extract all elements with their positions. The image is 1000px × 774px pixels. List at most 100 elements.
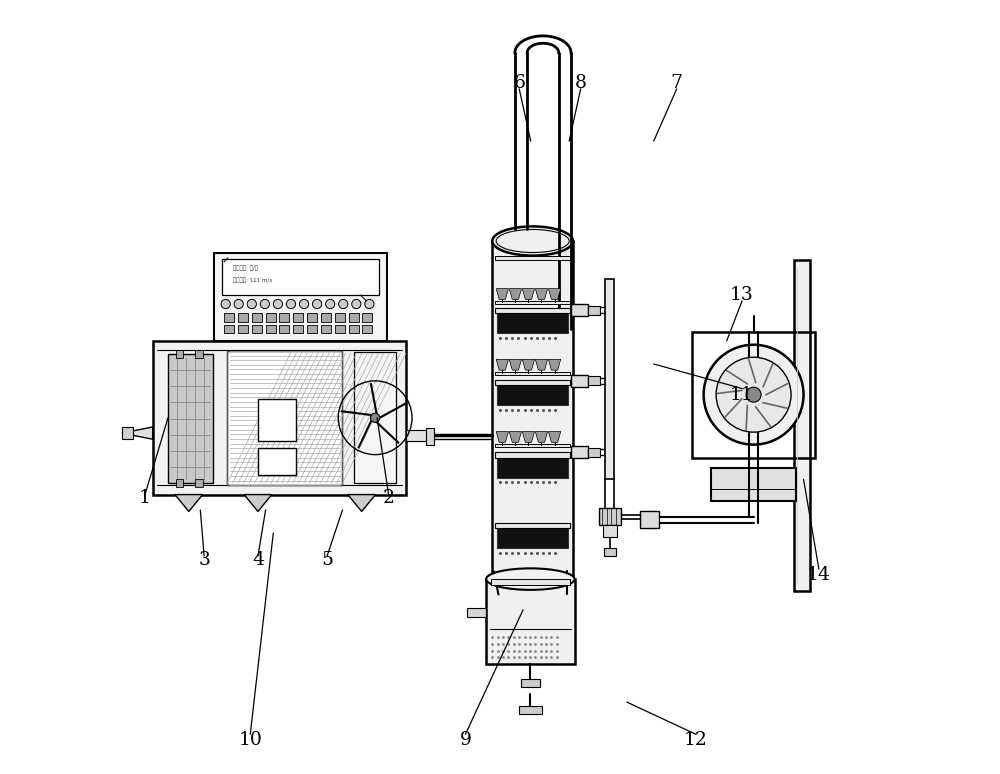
Circle shape — [716, 358, 791, 432]
Circle shape — [299, 300, 309, 309]
Bar — [495, 523, 570, 529]
Text: 气液流速: 111 m/s: 气液流速: 111 m/s — [233, 277, 272, 283]
Bar — [222, 259, 379, 295]
Bar — [227, 351, 342, 485]
Bar — [519, 706, 542, 714]
Polygon shape — [522, 289, 535, 300]
Bar — [238, 325, 248, 334]
Bar — [195, 350, 203, 358]
Bar — [335, 313, 345, 322]
Text: 1: 1 — [139, 489, 151, 508]
Bar — [497, 385, 568, 406]
Bar — [486, 579, 575, 663]
Bar — [794, 260, 810, 591]
Bar — [426, 428, 434, 444]
Polygon shape — [509, 289, 522, 300]
Bar — [266, 313, 276, 322]
Circle shape — [365, 300, 374, 309]
Polygon shape — [496, 432, 508, 442]
Ellipse shape — [492, 227, 573, 255]
Bar — [495, 256, 570, 260]
Bar — [571, 375, 588, 387]
Bar — [153, 341, 406, 495]
Bar — [349, 313, 359, 322]
Bar — [349, 325, 359, 334]
Bar — [492, 241, 573, 594]
Circle shape — [260, 300, 269, 309]
Bar — [293, 313, 303, 322]
Bar — [640, 511, 659, 528]
Text: 8: 8 — [575, 74, 587, 92]
Bar — [258, 448, 296, 475]
Bar — [467, 608, 486, 617]
Bar — [692, 332, 815, 458]
Bar — [252, 325, 262, 334]
Polygon shape — [548, 289, 561, 300]
Bar — [588, 447, 600, 457]
Polygon shape — [122, 427, 153, 440]
Polygon shape — [535, 359, 548, 370]
Bar — [604, 548, 616, 556]
Bar — [176, 350, 183, 358]
Text: 14: 14 — [807, 567, 831, 584]
Circle shape — [273, 300, 283, 309]
Bar — [588, 376, 600, 385]
Bar — [224, 313, 234, 322]
Circle shape — [704, 344, 804, 444]
Bar — [495, 452, 570, 457]
Bar — [279, 313, 289, 322]
Text: 10: 10 — [238, 731, 262, 749]
Polygon shape — [522, 359, 535, 370]
Text: 2: 2 — [383, 489, 395, 508]
Polygon shape — [522, 432, 535, 442]
Bar — [307, 325, 317, 334]
Text: 4: 4 — [252, 551, 264, 569]
Bar — [122, 427, 133, 440]
Bar — [491, 579, 570, 585]
Bar — [711, 468, 796, 501]
Polygon shape — [548, 359, 561, 370]
Text: 5: 5 — [321, 551, 333, 569]
Text: 11: 11 — [730, 385, 754, 404]
Circle shape — [286, 300, 296, 309]
Bar — [214, 252, 387, 341]
Bar — [495, 380, 570, 385]
Text: 13: 13 — [730, 286, 754, 303]
Polygon shape — [548, 432, 561, 442]
Polygon shape — [535, 289, 548, 300]
Bar — [588, 306, 600, 315]
Text: 7: 7 — [671, 74, 683, 92]
Bar — [599, 509, 621, 526]
Bar — [521, 679, 540, 687]
Bar — [321, 325, 331, 334]
Bar — [497, 457, 568, 478]
Text: 12: 12 — [684, 731, 708, 749]
Bar — [335, 325, 345, 334]
Bar — [168, 354, 213, 483]
Text: 泡罩数量: 开/关: 泡罩数量: 开/关 — [233, 265, 258, 271]
Bar — [293, 325, 303, 334]
Polygon shape — [244, 495, 272, 512]
Circle shape — [371, 413, 380, 423]
Circle shape — [326, 300, 335, 309]
Polygon shape — [509, 359, 522, 370]
Circle shape — [221, 300, 230, 309]
Circle shape — [312, 300, 322, 309]
Ellipse shape — [486, 568, 575, 590]
Polygon shape — [496, 289, 508, 300]
Bar — [176, 479, 183, 487]
Bar — [571, 304, 588, 317]
Circle shape — [352, 300, 361, 309]
Bar — [224, 325, 234, 334]
Bar — [321, 313, 331, 322]
Polygon shape — [348, 495, 376, 512]
Bar — [497, 529, 568, 548]
Bar — [307, 313, 317, 322]
Bar — [252, 313, 262, 322]
Circle shape — [247, 300, 256, 309]
Bar — [279, 325, 289, 334]
Bar — [354, 352, 396, 483]
Polygon shape — [175, 495, 203, 512]
Bar — [258, 399, 296, 440]
Text: 3: 3 — [198, 551, 210, 569]
